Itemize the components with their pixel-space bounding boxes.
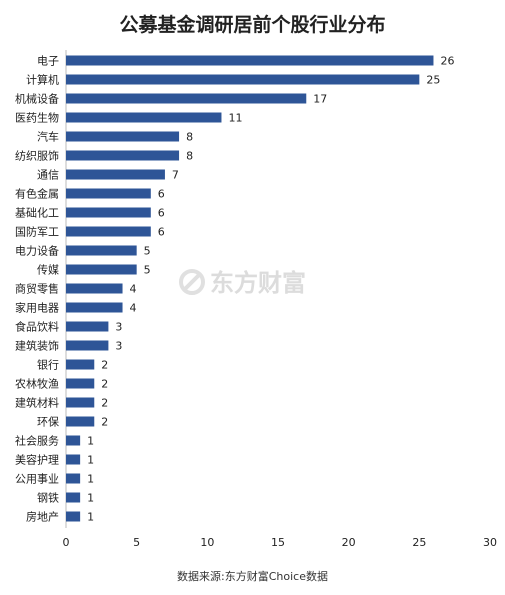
bar — [66, 150, 180, 161]
category-label: 建筑装饰 — [15, 339, 59, 353]
value-label: 6 — [158, 188, 165, 201]
value-label: 6 — [158, 207, 165, 220]
bar — [66, 131, 180, 142]
watermark-text: 东方财富 — [210, 269, 306, 297]
category-label: 传媒 — [37, 264, 59, 277]
category-label: 汽车 — [37, 130, 59, 144]
value-label: 1 — [87, 435, 94, 448]
category-label: 家用电器 — [15, 301, 59, 315]
value-label: 11 — [228, 112, 242, 125]
watermark-logo-icon — [179, 269, 205, 295]
x-tick-label: 10 — [200, 536, 214, 549]
bar — [66, 74, 420, 85]
watermark: 东方财富 — [179, 269, 306, 297]
value-label: 4 — [130, 283, 137, 296]
value-label: 17 — [313, 93, 327, 106]
bar — [66, 397, 95, 408]
bar — [66, 264, 137, 275]
category-label: 房地产 — [26, 510, 59, 524]
bar — [66, 359, 95, 370]
category-label: 农林牧渔 — [15, 377, 59, 391]
bar — [66, 473, 81, 484]
category-label: 钢铁 — [37, 492, 59, 505]
bar — [66, 169, 165, 180]
x-tick-label: 0 — [63, 536, 70, 549]
bar — [66, 378, 95, 389]
category-label: 食品饮料 — [15, 320, 59, 334]
value-label: 7 — [172, 169, 179, 182]
value-label: 8 — [186, 131, 193, 144]
x-tick-label: 5 — [133, 536, 140, 549]
value-label: 1 — [87, 454, 94, 467]
value-label: 1 — [87, 492, 94, 505]
category-label: 医药生物 — [15, 111, 59, 125]
bar — [66, 226, 151, 237]
category-label: 电力设备 — [15, 244, 59, 258]
bar — [66, 302, 123, 313]
x-tick-label: 20 — [342, 536, 356, 549]
value-label: 5 — [144, 245, 151, 258]
bar — [66, 416, 95, 427]
value-label: 4 — [130, 302, 137, 315]
value-label: 1 — [87, 511, 94, 524]
bar — [66, 112, 222, 123]
category-label: 机械设备 — [15, 92, 59, 106]
category-label: 商贸零售 — [15, 282, 59, 296]
chart-title: 公募基金调研居前个股行业分布 — [119, 14, 386, 36]
bar — [66, 55, 434, 66]
value-label: 6 — [158, 226, 165, 239]
value-label: 8 — [186, 150, 193, 163]
bar — [66, 340, 109, 351]
bar — [66, 492, 81, 503]
value-label: 2 — [101, 416, 108, 429]
category-label: 通信 — [37, 169, 59, 182]
category-label: 银行 — [37, 358, 59, 372]
source-note: 数据来源:东方财富Choice数据 — [177, 570, 328, 583]
value-label: 3 — [115, 321, 122, 334]
value-label: 3 — [115, 340, 122, 353]
category-label: 国防军工 — [15, 225, 59, 239]
category-label: 电子 — [37, 55, 59, 68]
bar — [66, 321, 109, 332]
bar — [66, 283, 123, 294]
value-label: 5 — [144, 264, 151, 277]
category-label: 环保 — [37, 415, 59, 429]
category-label: 建筑材料 — [15, 396, 59, 410]
bar — [66, 245, 137, 256]
category-label: 社会服务 — [15, 434, 59, 448]
value-label: 2 — [101, 359, 108, 372]
bar — [66, 435, 81, 446]
x-tick-label: 25 — [412, 536, 426, 549]
x-tick-label: 15 — [271, 536, 285, 549]
value-label: 26 — [440, 55, 454, 68]
value-label: 1 — [87, 473, 94, 486]
bar — [66, 207, 151, 218]
category-label: 计算机 — [26, 73, 59, 87]
bar — [66, 188, 151, 199]
bar — [66, 93, 307, 104]
x-tick-label: 30 — [483, 536, 497, 549]
bar — [66, 454, 81, 465]
value-label: 25 — [426, 74, 440, 87]
bar — [66, 511, 81, 522]
category-label: 美容护理 — [15, 453, 59, 467]
value-label: 2 — [101, 378, 108, 391]
category-label: 公用事业 — [15, 473, 59, 486]
category-label: 纺织服饰 — [15, 149, 59, 163]
category-label: 基础化工 — [15, 206, 59, 220]
value-label: 2 — [101, 397, 108, 410]
category-label: 有色金属 — [15, 187, 59, 201]
